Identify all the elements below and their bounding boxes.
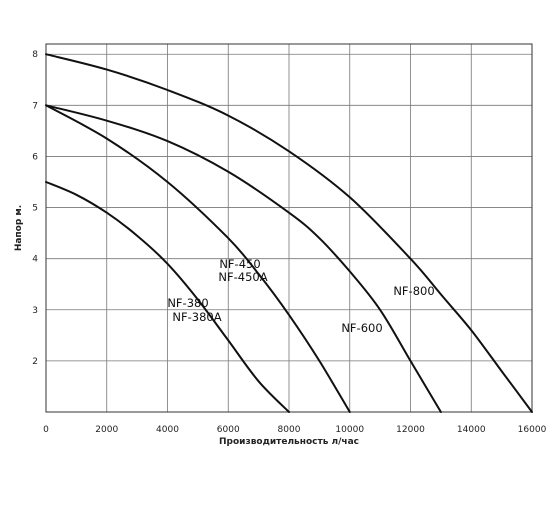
- series-label: NF-800: [393, 284, 434, 298]
- series-label: NF-380: [167, 296, 208, 310]
- series-label: NF-600: [341, 321, 382, 335]
- grid: [45, 44, 533, 412]
- series-line-nf-600: [45, 104, 442, 413]
- x-tick-label: 12000: [396, 425, 425, 435]
- series-lines: [45, 53, 533, 413]
- series-line-nf-450: [45, 104, 351, 413]
- y-tick-label: 6: [32, 152, 38, 162]
- y-tick-label: 3: [32, 306, 38, 316]
- x-tick-label: 2000: [95, 425, 118, 435]
- y-tick-label: 7: [32, 101, 38, 111]
- series-line-nf-380: [45, 181, 290, 413]
- y-tick-label: 2: [32, 357, 38, 367]
- x-tick-label: 4000: [156, 425, 179, 435]
- series-label: NF-380A: [172, 310, 221, 324]
- x-tick-labels: 0 2000 4000 6000 8000 10000 12000 14000 16000: [43, 425, 546, 435]
- y-tick-label: 8: [32, 50, 38, 60]
- series-label: NF-450: [219, 257, 260, 271]
- y-tick-label: 4: [32, 255, 38, 265]
- x-tick-label: 14000: [457, 425, 486, 435]
- x-tick-label: 6000: [217, 425, 240, 435]
- y-tick-labels: 2 3 4 5 6 7 8: [32, 50, 38, 367]
- x-tick-label: 0: [43, 425, 49, 435]
- x-tick-label: 10000: [335, 425, 364, 435]
- series-line-nf-800: [45, 53, 533, 413]
- y-axis-label: Напор м.: [14, 205, 24, 251]
- x-tick-label: 16000: [518, 425, 547, 435]
- series-label: NF-450A: [218, 270, 267, 284]
- x-tick-label: 8000: [278, 425, 301, 435]
- x-axis-label: Производительность л/час: [219, 437, 359, 447]
- y-tick-label: 5: [32, 204, 38, 214]
